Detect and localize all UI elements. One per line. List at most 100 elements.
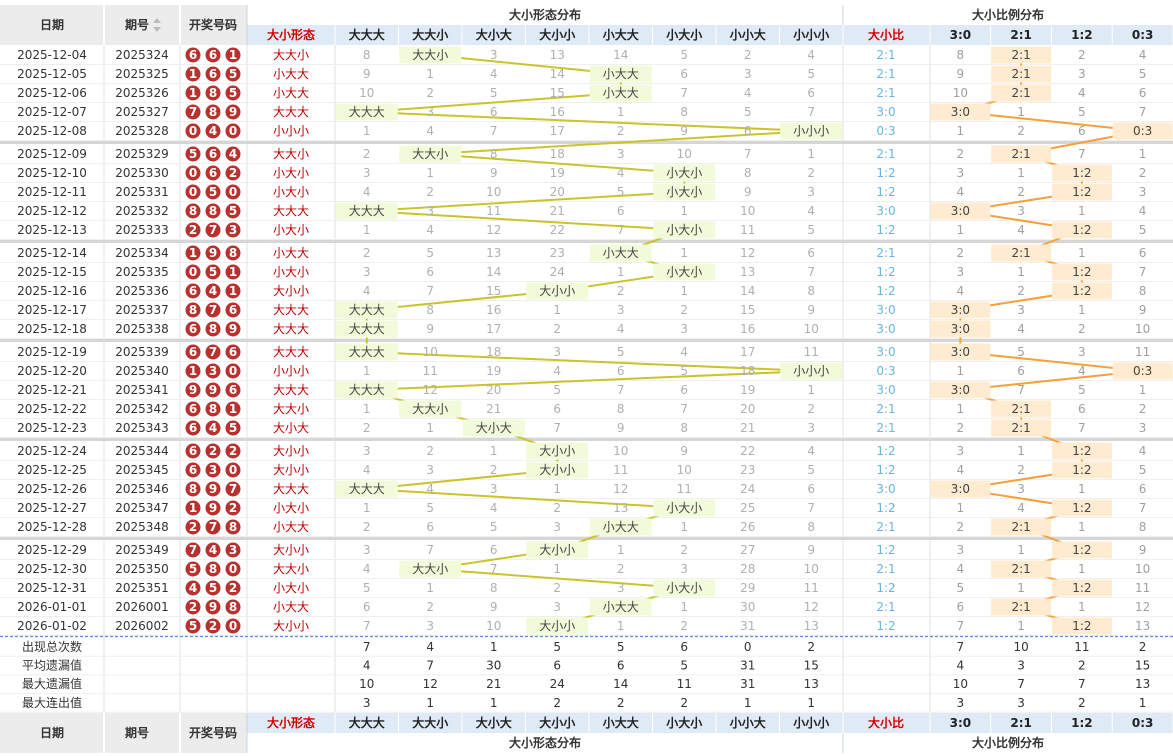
ball-digit: 0 xyxy=(229,619,237,633)
form-col-header: 大大大 xyxy=(349,715,385,730)
ball xyxy=(185,302,201,318)
hit-cell xyxy=(526,442,589,460)
date: 2025-12-11 xyxy=(17,185,87,199)
date: 2025-12-06 xyxy=(17,86,87,100)
date: 2025-12-23 xyxy=(17,421,87,435)
hit-form: 小大小 xyxy=(666,223,702,237)
ball xyxy=(225,443,241,459)
form-miss: 4 xyxy=(553,364,561,378)
ratio-miss: 3 xyxy=(957,265,965,279)
form-miss: 5 xyxy=(617,185,625,199)
form-miss: 4 xyxy=(363,185,371,199)
form-miss: 3 xyxy=(426,619,434,633)
form-col-header: 大大小 xyxy=(412,27,448,42)
ball xyxy=(225,264,241,280)
hit-cell xyxy=(653,579,716,597)
ball-digit: 9 xyxy=(209,501,217,515)
form-miss: 17 xyxy=(740,345,755,359)
hit-cell xyxy=(589,84,652,102)
date-header: 日期 xyxy=(40,17,64,32)
form-trend xyxy=(366,191,685,212)
form-miss: 2 xyxy=(363,421,371,435)
form-miss: 9 xyxy=(490,166,498,180)
ratio: 2:1 xyxy=(876,562,895,576)
hit-ratio: 3:0 xyxy=(951,482,970,496)
form-miss: 19 xyxy=(486,364,501,378)
form-miss: 11 xyxy=(804,581,819,595)
ball xyxy=(205,283,221,299)
hit-form: 大小小 xyxy=(539,463,575,477)
ball xyxy=(205,618,221,634)
backgrounds xyxy=(0,5,1173,753)
ball-digit: 2 xyxy=(229,581,237,595)
stat-value: 4 xyxy=(363,659,371,673)
hit-form: 小大小 xyxy=(666,581,702,595)
ratio-miss: 1 xyxy=(1139,383,1147,397)
form-miss: 4 xyxy=(426,124,434,138)
form-miss: 1 xyxy=(680,284,688,298)
hit-form: 大大大 xyxy=(349,105,385,119)
issue: 2025341 xyxy=(115,383,168,397)
form-miss: 8 xyxy=(680,421,688,435)
ratio-header: 大小比 xyxy=(868,27,904,42)
ball-digit: 0 xyxy=(189,166,197,180)
form-miss: 18 xyxy=(486,345,501,359)
form-miss: 2 xyxy=(807,402,815,416)
form-miss: 5 xyxy=(680,364,688,378)
hit-cell xyxy=(1051,164,1112,182)
issue: 2025351 xyxy=(115,581,168,595)
hit-cell xyxy=(991,145,1052,163)
ratio-miss: 4 xyxy=(957,562,965,576)
ratio-miss: 5 xyxy=(1078,383,1086,397)
ball xyxy=(225,66,241,82)
stat-value: 6 xyxy=(617,659,625,673)
ball-digit: 5 xyxy=(189,562,197,576)
ball xyxy=(225,420,241,436)
form-miss: 6 xyxy=(744,124,752,138)
form-col-header: 小大大 xyxy=(603,27,639,42)
form-col-header: 大大大 xyxy=(349,27,385,42)
ball xyxy=(205,542,221,558)
form-miss: 3 xyxy=(363,444,371,458)
date: 2025-12-07 xyxy=(17,105,87,119)
form-miss: 5 xyxy=(553,383,561,397)
ball-digit: 1 xyxy=(189,246,197,260)
ball xyxy=(225,561,241,577)
ratio-miss: 2 xyxy=(1139,402,1147,416)
form-miss: 11 xyxy=(423,364,438,378)
hit-cell xyxy=(930,320,991,338)
form-miss: 27 xyxy=(740,543,755,557)
stat-value: 1 xyxy=(1139,696,1147,710)
stat-value: 6 xyxy=(553,659,561,673)
ratio: 2:1 xyxy=(876,147,895,161)
form-miss: 12 xyxy=(486,223,501,237)
ratio-miss: 5 xyxy=(1139,463,1147,477)
ratio: 2:1 xyxy=(876,86,895,100)
issue: 2026001 xyxy=(115,600,168,614)
stat-value: 1 xyxy=(426,696,434,710)
form-miss: 3 xyxy=(680,322,688,336)
form-miss: 8 xyxy=(744,166,752,180)
ratio: 2:1 xyxy=(876,421,895,435)
ball xyxy=(205,481,221,497)
ball-digit: 2 xyxy=(209,619,217,633)
form-miss: 2 xyxy=(617,562,625,576)
ratio-miss: 9 xyxy=(957,67,965,81)
ball-digit: 6 xyxy=(189,345,197,359)
issue: 2025346 xyxy=(115,482,168,496)
hit-form: 大小小 xyxy=(539,619,575,633)
form-miss: 4 xyxy=(426,482,434,496)
ball-digit: 6 xyxy=(189,284,197,298)
form-miss: 30 xyxy=(740,600,755,614)
form-miss: 18 xyxy=(550,147,565,161)
date: 2026-01-02 xyxy=(17,619,87,633)
form-col-header: 大小小 xyxy=(539,27,575,42)
form-miss: 12 xyxy=(804,600,819,614)
stat-value: 2 xyxy=(807,640,815,654)
hit-cell xyxy=(991,400,1052,418)
ball xyxy=(205,321,221,337)
date: 2025-12-16 xyxy=(17,284,87,298)
form-miss: 6 xyxy=(807,86,815,100)
ball xyxy=(185,382,201,398)
form-trend xyxy=(366,210,685,231)
